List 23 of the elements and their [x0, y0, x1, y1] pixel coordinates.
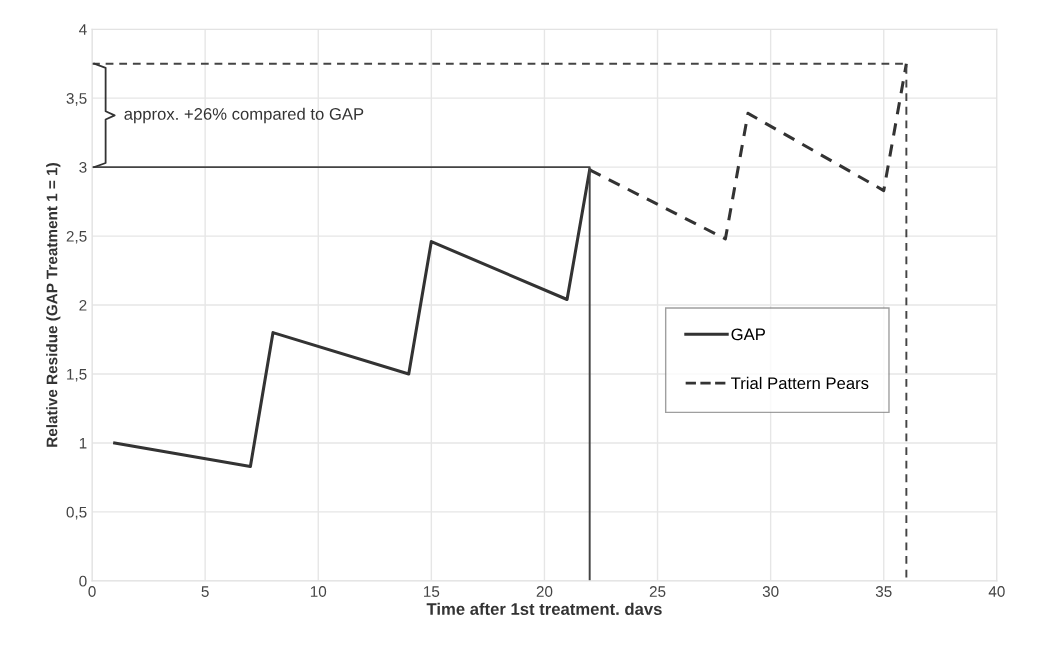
y-tick-label: 3 — [79, 161, 87, 173]
y-tick-label: 1,5 — [67, 369, 87, 382]
y-tick-label: 3,5 — [66, 93, 87, 106]
x-tick-label: 30 — [762, 586, 779, 597]
y-tick-label: 4 — [79, 24, 87, 35]
y-axis-title: Relative Residue (GAP Treatment 1 = 1) — [46, 163, 61, 447]
y-tick-label: 0,5 — [66, 506, 87, 520]
x-tick-label: 25 — [649, 586, 666, 597]
x-tick-label: 20 — [536, 586, 553, 597]
x-axis-title: Time after 1st treatment. davs — [426, 602, 662, 615]
y-tick-label: 1 — [79, 437, 87, 449]
x-tick-label: 40 — [988, 586, 1005, 597]
y-tick-label: 2 — [79, 299, 87, 311]
x-tick-label: 10 — [310, 586, 327, 597]
legend-label: Trial Pattern Pears — [731, 376, 869, 390]
legend-label: GAP — [731, 328, 765, 341]
x-tick-label: 0 — [88, 586, 96, 597]
x-tick-label: 15 — [424, 586, 440, 597]
y-tick-label: 2,5 — [66, 230, 87, 244]
y-tick-label: 0 — [79, 575, 87, 587]
x-tick-label: 35 — [875, 586, 892, 597]
x-tick-label: 5 — [201, 586, 209, 597]
annotation: approx. +26% compared to GAP — [124, 107, 364, 124]
